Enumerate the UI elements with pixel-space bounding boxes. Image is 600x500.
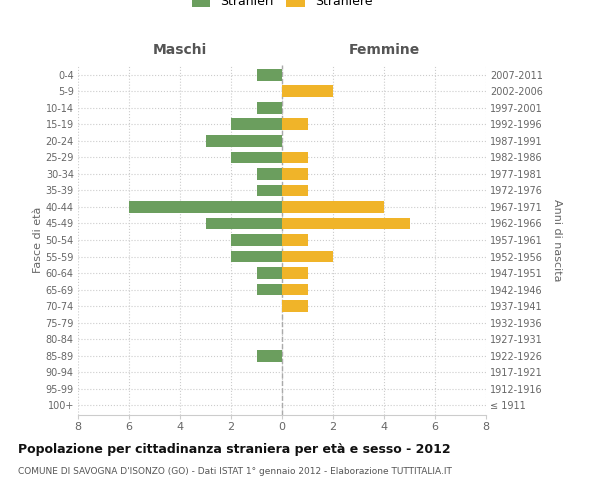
Y-axis label: Anni di nascita: Anni di nascita [553,198,562,281]
Legend: Stranieri, Straniere: Stranieri, Straniere [191,0,373,8]
Bar [282,250,333,262]
Text: Popolazione per cittadinanza straniera per età e sesso - 2012: Popolazione per cittadinanza straniera p… [18,442,451,456]
Bar [231,152,282,164]
Bar [206,218,282,230]
Bar [282,234,308,246]
Text: COMUNE DI SAVOGNA D'ISONZO (GO) - Dati ISTAT 1° gennaio 2012 - Elaborazione TUTT: COMUNE DI SAVOGNA D'ISONZO (GO) - Dati I… [18,468,452,476]
Bar [282,168,308,180]
Bar [231,118,282,130]
Text: Maschi: Maschi [153,44,207,58]
Bar [257,284,282,296]
Bar [282,152,308,164]
Bar [282,300,308,312]
Bar [282,86,333,98]
Bar [129,201,282,213]
Bar [282,284,308,296]
Bar [231,234,282,246]
Y-axis label: Fasce di età: Fasce di età [32,207,43,273]
Bar [231,250,282,262]
Bar [282,118,308,130]
Bar [257,267,282,279]
Bar [257,168,282,180]
Bar [257,350,282,362]
Bar [257,184,282,196]
Bar [257,102,282,114]
Bar [282,184,308,196]
Bar [282,267,308,279]
Bar [206,135,282,147]
Bar [282,201,384,213]
Bar [282,218,410,230]
Bar [257,69,282,81]
Text: Femmine: Femmine [349,44,419,58]
